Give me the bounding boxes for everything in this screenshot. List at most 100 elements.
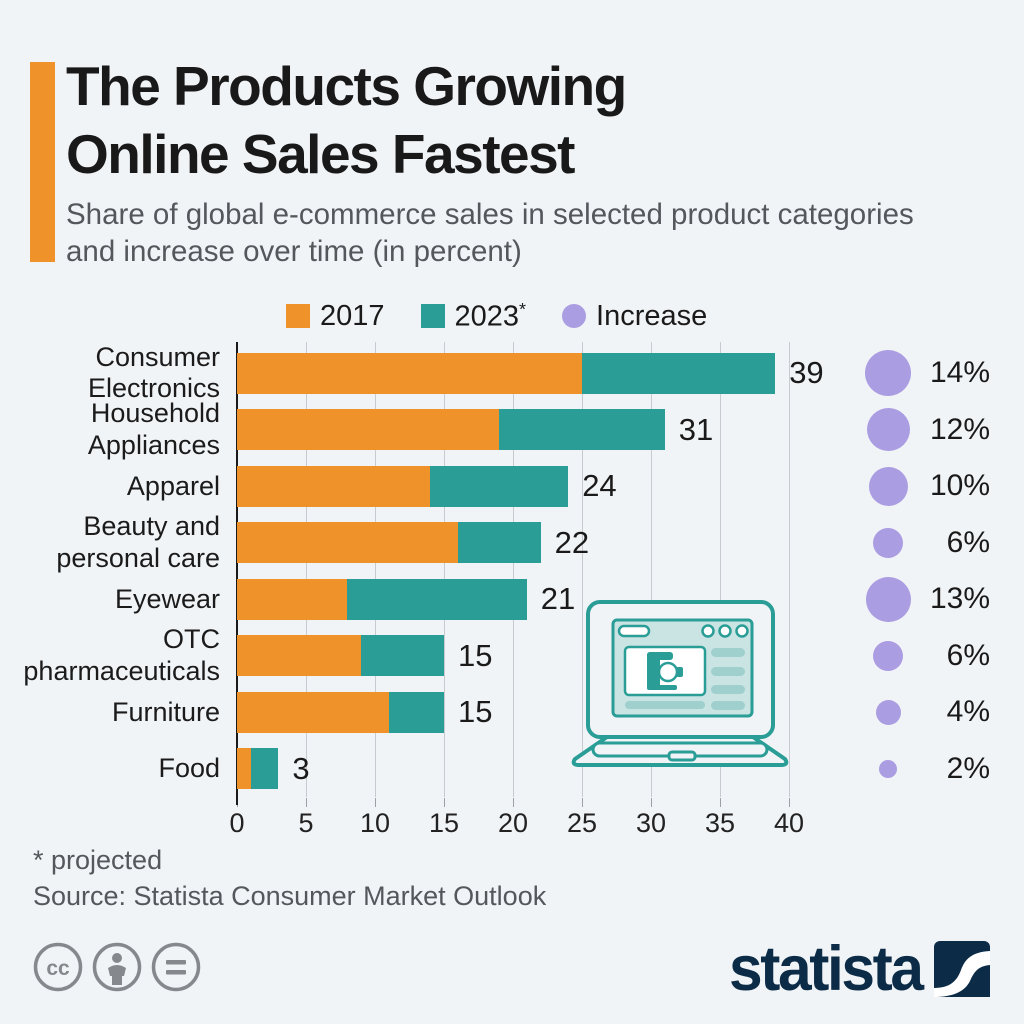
axis-tick-label: 15 (428, 808, 460, 838)
axis-tick (444, 798, 445, 807)
gridline (513, 342, 514, 797)
cc-icon (33, 942, 83, 992)
statista-logo-icon (934, 941, 990, 997)
bar-segment-2017 (237, 748, 251, 790)
gridline (789, 342, 790, 797)
bar-value-label: 15 (458, 637, 493, 673)
increase-bubble (875, 699, 901, 725)
increase-label: 13% (929, 582, 990, 616)
increase-row: 2% (838, 741, 990, 798)
axis-tick-label: 20 (497, 808, 529, 838)
gridline (306, 342, 307, 797)
increase-bubble (865, 576, 911, 622)
increase-row: 10% (838, 458, 990, 515)
bar-row: 15 (237, 691, 789, 733)
increase-bubble (868, 466, 908, 506)
bar-segment-2023 (250, 748, 279, 790)
page-subtitle: Share of global e-commerce sales in sele… (66, 198, 914, 269)
bar-row: 3 (237, 748, 789, 790)
bar-segment-2023 (430, 465, 569, 507)
increase-row: 6% (838, 628, 990, 685)
category-label: Consumer Electronics (87, 341, 220, 404)
bar-row: 21 (237, 578, 789, 620)
svg-text:cc: cc (46, 957, 70, 980)
bar-segment-2023 (347, 578, 527, 620)
equals-icon (151, 942, 201, 992)
bar-row: 22 (237, 522, 789, 564)
footnote-projected: * projected (33, 845, 163, 875)
bar-segment-2017 (237, 578, 348, 620)
axis-tick (789, 798, 790, 807)
window-dots-icon (701, 624, 749, 638)
category-label: OTC pharmaceuticals (23, 624, 220, 686)
bar-segment-2023 (388, 691, 444, 733)
legend-swatch-2017-icon (286, 304, 310, 329)
bar-row: 24 (237, 465, 789, 507)
legend-label-increase: Increase (596, 299, 708, 332)
increase-bubble (873, 640, 903, 671)
increase-bubble (866, 408, 910, 452)
increase-bubble (879, 759, 897, 778)
bar-row: 31 (237, 409, 789, 451)
category-label: Furniture (111, 696, 220, 727)
increase-bubble (865, 350, 911, 397)
title-line-1: The Products Growing (66, 55, 627, 117)
bar-segment-2017 (237, 691, 389, 733)
increase-bubble (873, 527, 903, 558)
category-label: Eyewear (114, 583, 220, 614)
legend-swatch-increase-icon (562, 304, 587, 329)
bar-segment-2017 (237, 352, 582, 394)
bar-value-label: 31 (678, 411, 714, 447)
axis-tick-label: 10 (359, 808, 391, 838)
laptop-shopping-illustration (571, 600, 789, 767)
address-bar (617, 624, 651, 638)
axis-tick (582, 798, 583, 807)
axis-tick-label: 25 (566, 808, 598, 838)
bar-value-label: 15 (458, 694, 493, 730)
category-labels: Consumer Electronics Household Appliances… (0, 341, 228, 797)
legend-label-2023: 2023* (454, 299, 527, 333)
increase-label: 12% (929, 412, 990, 446)
increase-label: 4% (946, 695, 990, 729)
legend-label-2017: 2017 (320, 299, 385, 332)
bar-segment-2023 (457, 522, 541, 564)
category-label: Apparel (126, 470, 220, 501)
category-label: Household Appliances (87, 398, 220, 460)
bar-segment-2017 (237, 409, 500, 451)
text-lines (625, 648, 745, 710)
bar-value-label: 3 (292, 750, 310, 786)
increase-row: 4% (838, 684, 990, 741)
category-label: Food (158, 753, 220, 784)
bar-segment-2017 (237, 465, 431, 507)
bar-value-label: 39 (789, 355, 824, 391)
axis-tick (375, 798, 376, 807)
projected-asterisk: * (519, 299, 527, 319)
axis-tick (720, 798, 721, 807)
gridline (444, 342, 445, 797)
legend-item-2023: 2023* (420, 299, 527, 334)
axis-tick-label: 0 (229, 808, 245, 838)
increase-row: 13% (838, 571, 990, 628)
legend-swatch-2023-icon (420, 304, 445, 329)
axis-tick-label: 35 (704, 808, 736, 838)
gridline (582, 342, 583, 797)
axis-tick-label: 5 (298, 808, 314, 838)
increase-row: 12% (838, 402, 990, 459)
cc-license-icons: cc (33, 942, 201, 992)
y-axis-line (236, 342, 238, 805)
bar-segment-2023 (361, 635, 444, 677)
attribution-person-icon (92, 942, 142, 992)
coffee-maker-icon (647, 652, 683, 690)
increase-label: 6% (946, 525, 990, 559)
legend-item-2017: 2017 (286, 300, 385, 333)
axis-tick-label: 40 (773, 808, 805, 838)
increase-row: 14% (838, 345, 990, 402)
increase-label: 2% (946, 751, 990, 785)
legend-item-increase: Increase (562, 300, 707, 333)
axis-tick (651, 798, 652, 807)
bar-value-label: 21 (540, 581, 576, 617)
plot-area: 0 5 10 15 20 25 30 35 40 39 31 24 22 21 15 15 3 (229, 342, 824, 838)
increase-label: 14% (929, 356, 990, 390)
gridline (651, 342, 652, 797)
bar-segment-2023 (499, 409, 665, 451)
